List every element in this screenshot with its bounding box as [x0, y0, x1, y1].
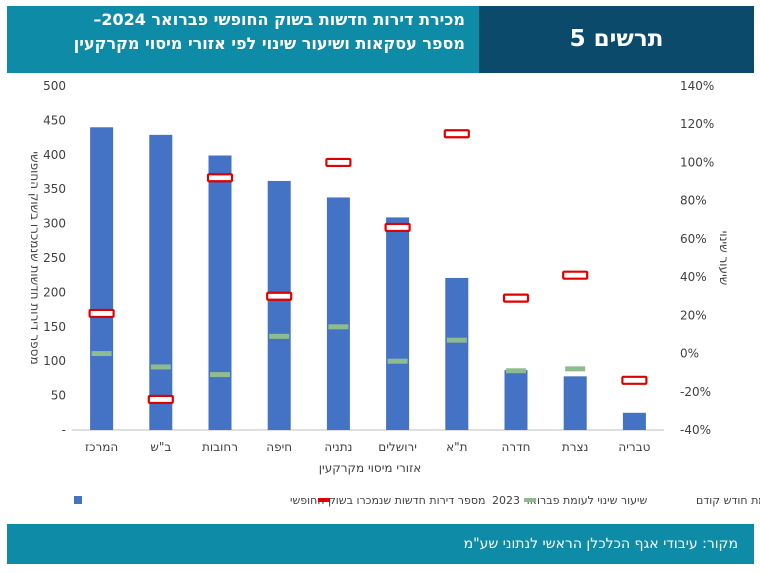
bar: [208, 155, 232, 430]
y-tick-label: 250: [43, 251, 66, 265]
y-tick-label: 300: [43, 217, 66, 231]
title-panel: מכירת דירות חדשות בשוק החופשי פברואר 202…: [7, 6, 479, 73]
x-tick-label: ב"ש: [150, 440, 171, 454]
bar: [386, 217, 410, 430]
y-tick-label: 200: [43, 285, 66, 299]
feb2023-marker: [147, 394, 174, 405]
y2-tick-label: 60%: [680, 232, 707, 246]
axes: - 50 100 150 200 250 300 350 400 450 500 -40% -20% 0%…: [28, 79, 731, 475]
legend-swatch-feb2023: [318, 498, 330, 502]
y2-axis-title: שיעור שינוי: [717, 231, 731, 286]
figure-label-panel: תרשים 5: [479, 6, 754, 73]
bar: [622, 412, 646, 430]
y2-tick-label: 20%: [680, 308, 707, 322]
y-axis-title: מספר דירות חדשות שנמכרו בשוק החופשי: [28, 151, 42, 364]
x-tick-label: טבריה: [618, 440, 650, 454]
prev-month-marker: [328, 324, 349, 330]
y2-tick-label: 100%: [680, 155, 714, 169]
prev-month-marker: [446, 337, 467, 343]
bar: [90, 127, 114, 430]
legend-label-prev-month: שיעור שינוי לעומת חודש קודם: [696, 494, 760, 507]
prev-month-marker: [565, 366, 586, 372]
y-tick-label: 350: [43, 182, 66, 196]
x-tick-label: חיפה: [266, 440, 292, 454]
source-banner: מקור: עיבודי אגף הכלכלן הראשי לנתוני שע"…: [7, 524, 754, 564]
legend: מספר דירות חדשות שנמכרו בשוק החופשי שיעור…: [74, 494, 760, 507]
y2-tick-label: 0%: [680, 347, 699, 361]
x-tick-label: ירושלים: [378, 440, 417, 454]
bar: [326, 197, 350, 430]
x-tick-label: נתניה: [324, 440, 352, 454]
x-tick-label: חדרה: [501, 440, 530, 454]
bar: [563, 376, 587, 430]
feb2023-marker: [443, 129, 470, 139]
y2-tick-label: 140%: [680, 79, 714, 93]
chart-area: - 50 100 150 200 250 300 350 400 450 500 -40% -20% 0%…: [28, 79, 760, 507]
x-tick-label: רחובות: [202, 440, 238, 454]
chart-title-line1: מכירת דירות חדשות בשוק החופשי פברואר 202…: [93, 10, 465, 29]
y-tick-label: 500: [43, 79, 66, 93]
feb2023-marker: [266, 291, 293, 301]
feb2023-marker: [562, 270, 589, 280]
feb2023-marker: [88, 308, 115, 319]
bar: [445, 277, 469, 430]
y2-tick-label: 80%: [680, 194, 707, 208]
bar: [149, 134, 173, 430]
chart-title-line2: מספר עסקאות ושיעור שינוי לפי אזורי מיסוי…: [73, 34, 465, 53]
figure-label: תרשים 5: [569, 26, 664, 52]
y-tick-label: 50: [51, 389, 66, 403]
bar: [267, 180, 291, 430]
y2-tick-label: -40%: [680, 423, 711, 437]
feb2023-marker: [384, 222, 411, 233]
prev-month-marker: [387, 358, 408, 364]
header-banner: מכירת דירות חדשות בשוק החופשי פברואר 202…: [7, 6, 754, 73]
y-tick-label: -: [62, 423, 66, 437]
legend-swatch-prev-month: [524, 498, 536, 502]
x-tick-label: ת"א: [446, 440, 467, 454]
bar-series: [90, 127, 646, 430]
y2-tick-label: -20%: [680, 385, 711, 399]
y-tick-label: 150: [43, 320, 66, 334]
prev-month-marker: [210, 372, 230, 378]
x-tick-label: נצרת: [562, 440, 589, 454]
legend-label-feb2023: שיעור שינוי לעומת פברואר 2023: [492, 494, 647, 507]
prev-month-marker-series: [91, 324, 586, 378]
feb2023-marker: [206, 173, 234, 183]
prev-month-marker: [269, 333, 290, 339]
prev-month-marker: [506, 368, 526, 374]
feb2023-marker: [502, 293, 530, 303]
feb2023-marker-series: [88, 129, 648, 405]
y-tick-label: 400: [43, 148, 66, 162]
feb2023-marker: [325, 157, 352, 168]
prev-month-marker: [91, 351, 112, 357]
x-axis-title: אזורי מיסוי מקרקעין: [319, 461, 422, 475]
y-tick-label: 100: [43, 354, 66, 368]
source-note: מקור: עיבודי אגף הכלכלן הראשי לנתוני שע"…: [463, 536, 738, 552]
y2-tick-label: 120%: [680, 117, 714, 131]
bar: [504, 370, 528, 430]
x-tick-label: המרכז: [85, 440, 118, 454]
legend-swatch-bars: [74, 496, 82, 504]
y2-tick-label: 40%: [680, 270, 707, 284]
y-tick-label: 450: [43, 113, 66, 127]
feb2023-marker: [621, 375, 648, 385]
legend-label-bars: מספר דירות חדשות שנמכרו בשוק החופשי: [290, 494, 485, 507]
prev-month-marker: [150, 364, 171, 370]
